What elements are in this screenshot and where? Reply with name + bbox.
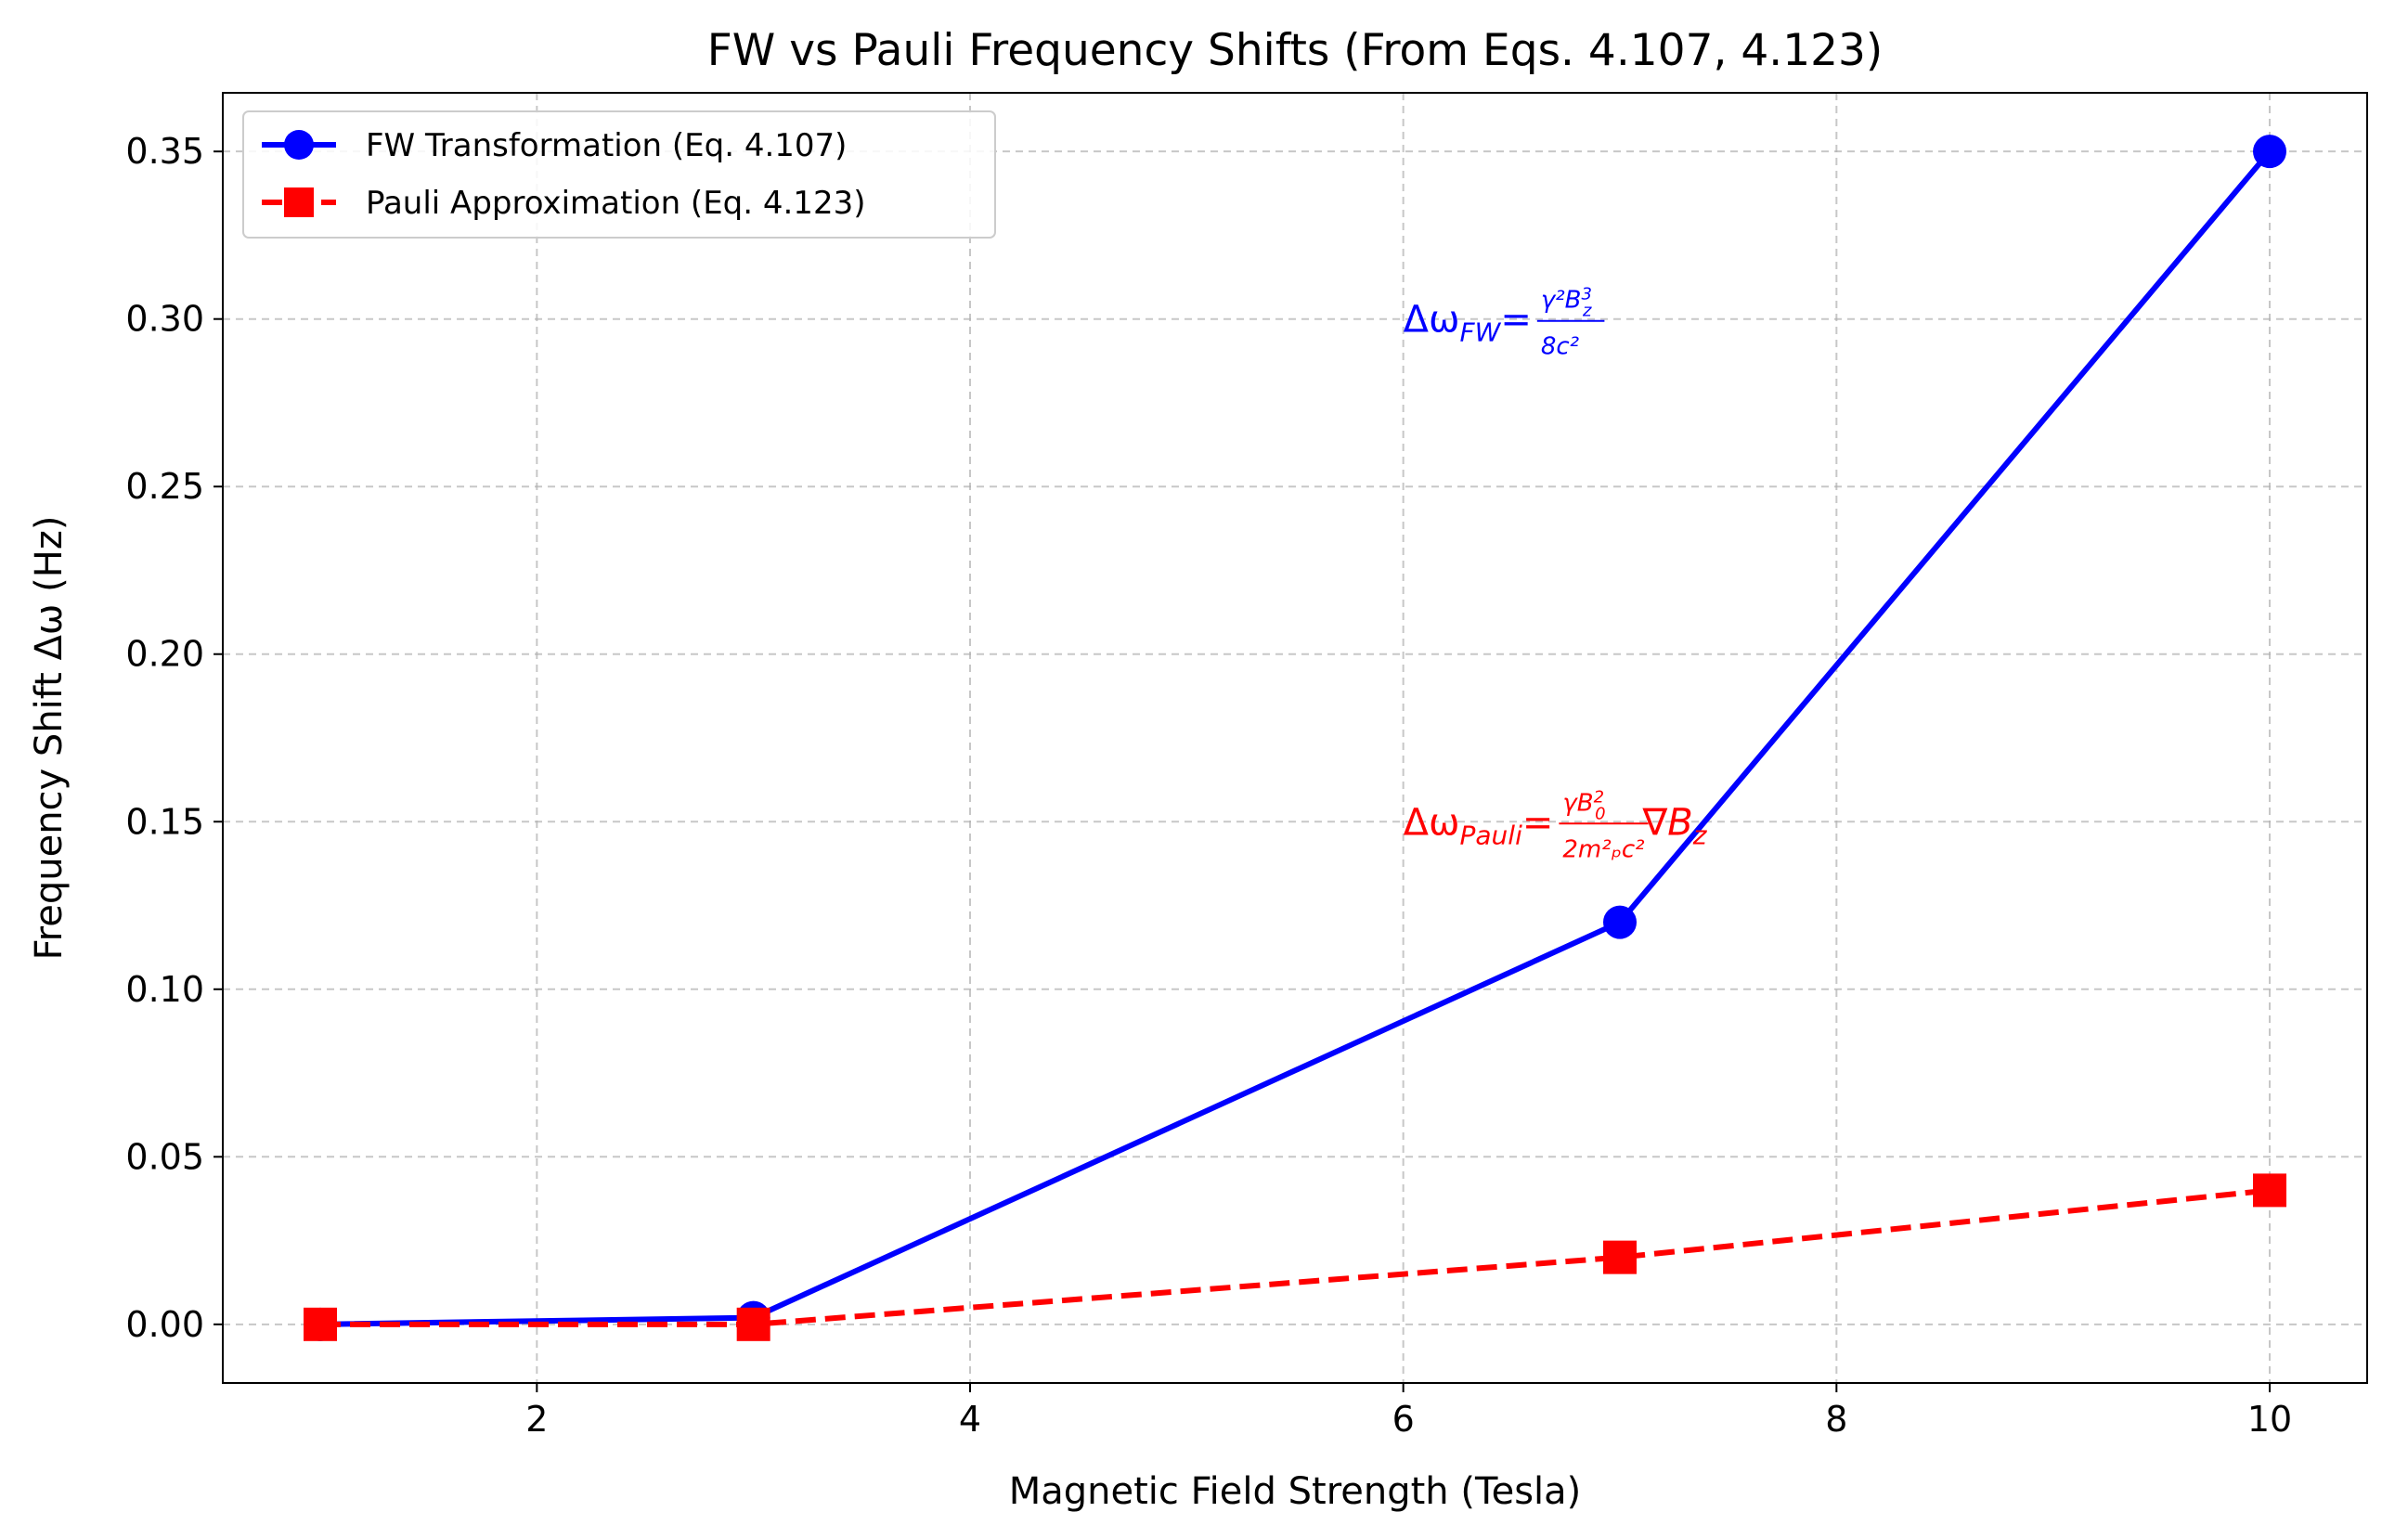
pauli-formula-numerator: γB2 0 <box>1562 787 1605 823</box>
series-2-point <box>1603 1240 1637 1274</box>
series-1-line <box>319 149 2272 1327</box>
legend-label: Pauli Approximation (Eq. 4.123) <box>366 185 865 222</box>
y-tick-label: 0.00 <box>125 1304 204 1345</box>
y-tick-label: 0.20 <box>125 634 204 675</box>
series-1-point <box>2253 135 2286 169</box>
pauli-formula-denominator: 2m²ₚc² <box>1562 835 1644 863</box>
series-2-point <box>2253 1173 2286 1208</box>
y-tick-label: 0.15 <box>125 801 204 842</box>
x-tick-label: 4 <box>959 1399 981 1440</box>
fw-formula-denominator: 8c² <box>1541 333 1579 361</box>
legend-item-1: FW Transformation (Eq. 4.107) <box>262 127 847 164</box>
plot-frame <box>222 92 2368 1384</box>
legend-swatch-marker <box>284 187 314 217</box>
annotations: ΔωFW= γ²B3 z 8c² ΔωPauli= γB2 0 2m²ₚc²∇Bz <box>1404 285 1708 864</box>
x-tick-label: 6 <box>1392 1399 1415 1440</box>
pauli-formula-lhs: ΔωPauli= <box>1404 801 1554 850</box>
series-1-point <box>1603 905 1637 939</box>
y-tick-label: 0.10 <box>125 969 204 1010</box>
axes: 2 4 6 8 10 0.00 0.05 0.10 0.15 0.20 0.25 0.30 0.35 <box>125 131 2292 1440</box>
legend-item-2: Pauli Approximation (Eq. 4.123) <box>262 185 865 222</box>
y-tick-label: 0.25 <box>125 466 204 507</box>
fw-formula-lhs: ΔωFW= <box>1404 299 1532 348</box>
legend-swatch-marker <box>284 130 314 160</box>
series-layer <box>304 135 2286 1341</box>
pauli-formula: ΔωPauli= γB2 0 2m²ₚc²∇Bz <box>1404 787 1708 863</box>
x-tick-label: 10 <box>2247 1399 2292 1440</box>
chart-title: FW vs Pauli Frequency Shifts (From Eqs. … <box>707 25 1884 76</box>
series-2-line <box>320 1187 2271 1327</box>
grid <box>223 93 2367 1383</box>
legend: FW Transformation (Eq. 4.107) Pauli Appro… <box>242 110 996 239</box>
y-tick-label: 0.30 <box>125 299 204 340</box>
x-axis-label: Magnetic Field Strength (Tesla) <box>1009 1470 1582 1513</box>
pauli-formula-tail: ∇Bz <box>1642 801 1708 850</box>
x-tick-label: 2 <box>525 1399 548 1440</box>
series-2-point <box>304 1307 337 1341</box>
legend-box <box>242 110 996 239</box>
series-2-point <box>736 1307 770 1341</box>
y-axis-label: Frequency Shift Δω (Hz) <box>28 516 71 961</box>
y-tick-label: 0.35 <box>125 131 204 172</box>
y-tick-label: 0.05 <box>125 1136 204 1177</box>
legend-label: FW Transformation (Eq. 4.107) <box>366 127 847 164</box>
series-2 <box>304 1173 2286 1341</box>
fw-formula-numerator: γ²B3 z <box>1541 285 1592 321</box>
x-tick-label: 8 <box>1825 1399 1847 1440</box>
fw-formula: ΔωFW= γ²B3 z 8c² <box>1404 285 1605 361</box>
